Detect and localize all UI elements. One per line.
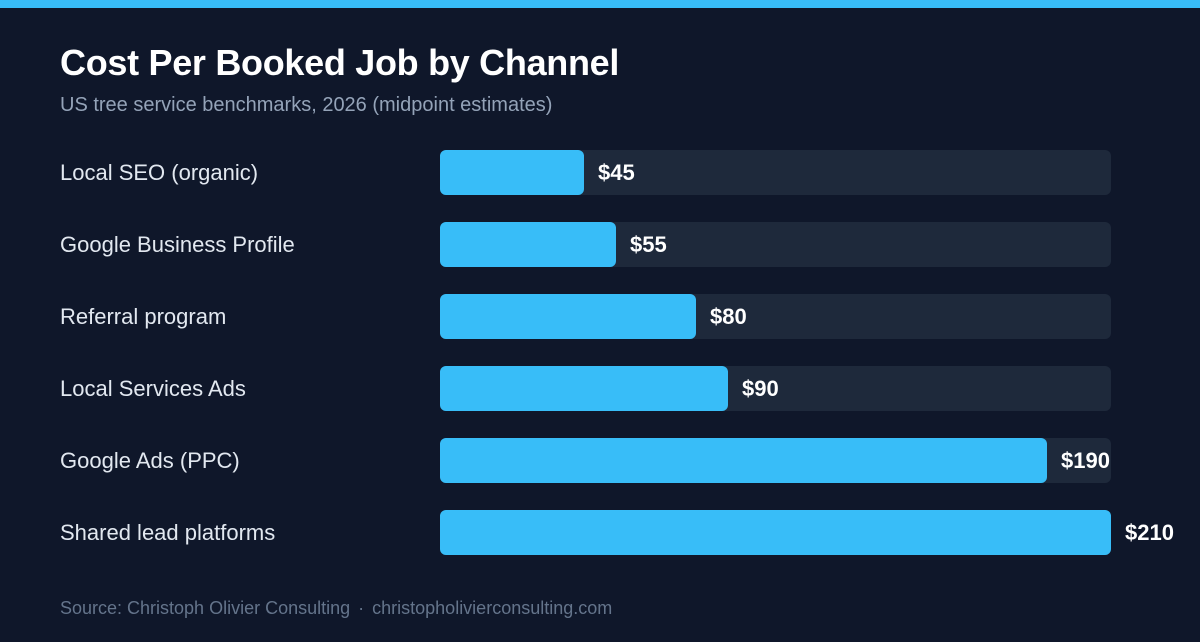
- category-label: Referral program: [60, 304, 227, 329]
- bar: [440, 438, 1047, 483]
- value-label: $55: [630, 232, 667, 257]
- category-label: Local Services Ads: [60, 376, 246, 401]
- category-label: Shared lead platforms: [60, 520, 276, 545]
- chart-subtitle: US tree service benchmarks, 2026 (midpoi…: [60, 94, 553, 116]
- bar: [440, 222, 616, 267]
- value-label: $190: [1061, 448, 1110, 473]
- value-label: $210: [1125, 520, 1174, 545]
- category-label: Google Business Profile: [60, 232, 295, 257]
- bar-row: Referral program $80: [0, 294, 1200, 339]
- bar: [440, 510, 1111, 555]
- footer-separator: ·: [358, 598, 365, 618]
- chart-title: Cost Per Booked Job by Channel: [60, 42, 620, 83]
- bar-row: Shared lead platforms $210: [0, 510, 1200, 555]
- source-url: christopholivierconsulting.com: [372, 598, 613, 618]
- source-footer: Source: Christoph Olivier Consulting · chr…: [60, 598, 612, 619]
- value-label: $80: [710, 304, 747, 329]
- bar: [440, 150, 584, 195]
- value-label: $90: [742, 376, 779, 401]
- source-text: Source: Christoph Olivier Consulting: [60, 598, 351, 618]
- category-label: Local SEO (organic): [60, 160, 259, 185]
- bar: [440, 366, 728, 411]
- top-accent-bar: [0, 0, 1200, 8]
- bar-row: Google Business Profile $55: [0, 222, 1200, 267]
- bar-row: Google Ads (PPC) $190: [0, 438, 1200, 483]
- bar-row: Local Services Ads $90: [0, 366, 1200, 411]
- category-label: Google Ads (PPC): [60, 448, 240, 473]
- value-label: $45: [598, 160, 635, 185]
- bar-row: Local SEO (organic) $45: [0, 150, 1200, 195]
- bar: [440, 294, 696, 339]
